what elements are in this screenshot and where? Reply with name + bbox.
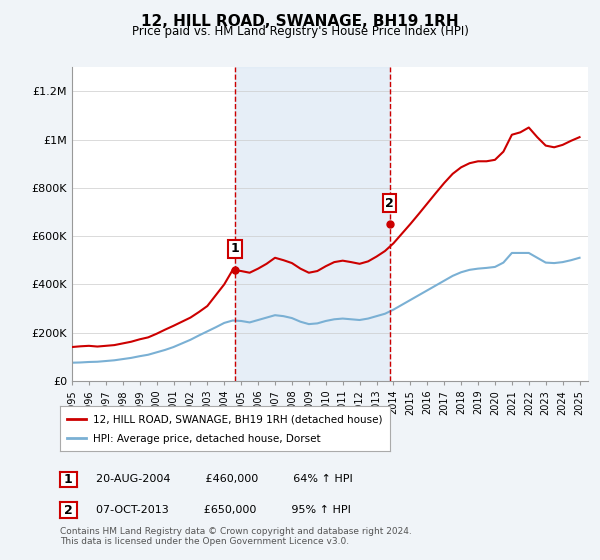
Text: 1: 1 [231,242,239,255]
Text: 2: 2 [64,503,73,517]
Text: Contains HM Land Registry data © Crown copyright and database right 2024.
This d: Contains HM Land Registry data © Crown c… [60,526,412,546]
Text: 12, HILL ROAD, SWANAGE, BH19 1RH: 12, HILL ROAD, SWANAGE, BH19 1RH [141,14,459,29]
Text: 07-OCT-2013          £650,000          95% ↑ HPI: 07-OCT-2013 £650,000 95% ↑ HPI [89,505,350,515]
Text: 12, HILL ROAD, SWANAGE, BH19 1RH (detached house): 12, HILL ROAD, SWANAGE, BH19 1RH (detach… [93,414,383,424]
Text: 1: 1 [64,473,73,486]
Text: Price paid vs. HM Land Registry's House Price Index (HPI): Price paid vs. HM Land Registry's House … [131,25,469,38]
Text: 20-AUG-2004          £460,000          64% ↑ HPI: 20-AUG-2004 £460,000 64% ↑ HPI [89,474,353,484]
Bar [235,67,389,381]
Text: HPI: Average price, detached house, Dorset: HPI: Average price, detached house, Dors… [93,434,320,444]
Text: 2: 2 [385,197,394,209]
